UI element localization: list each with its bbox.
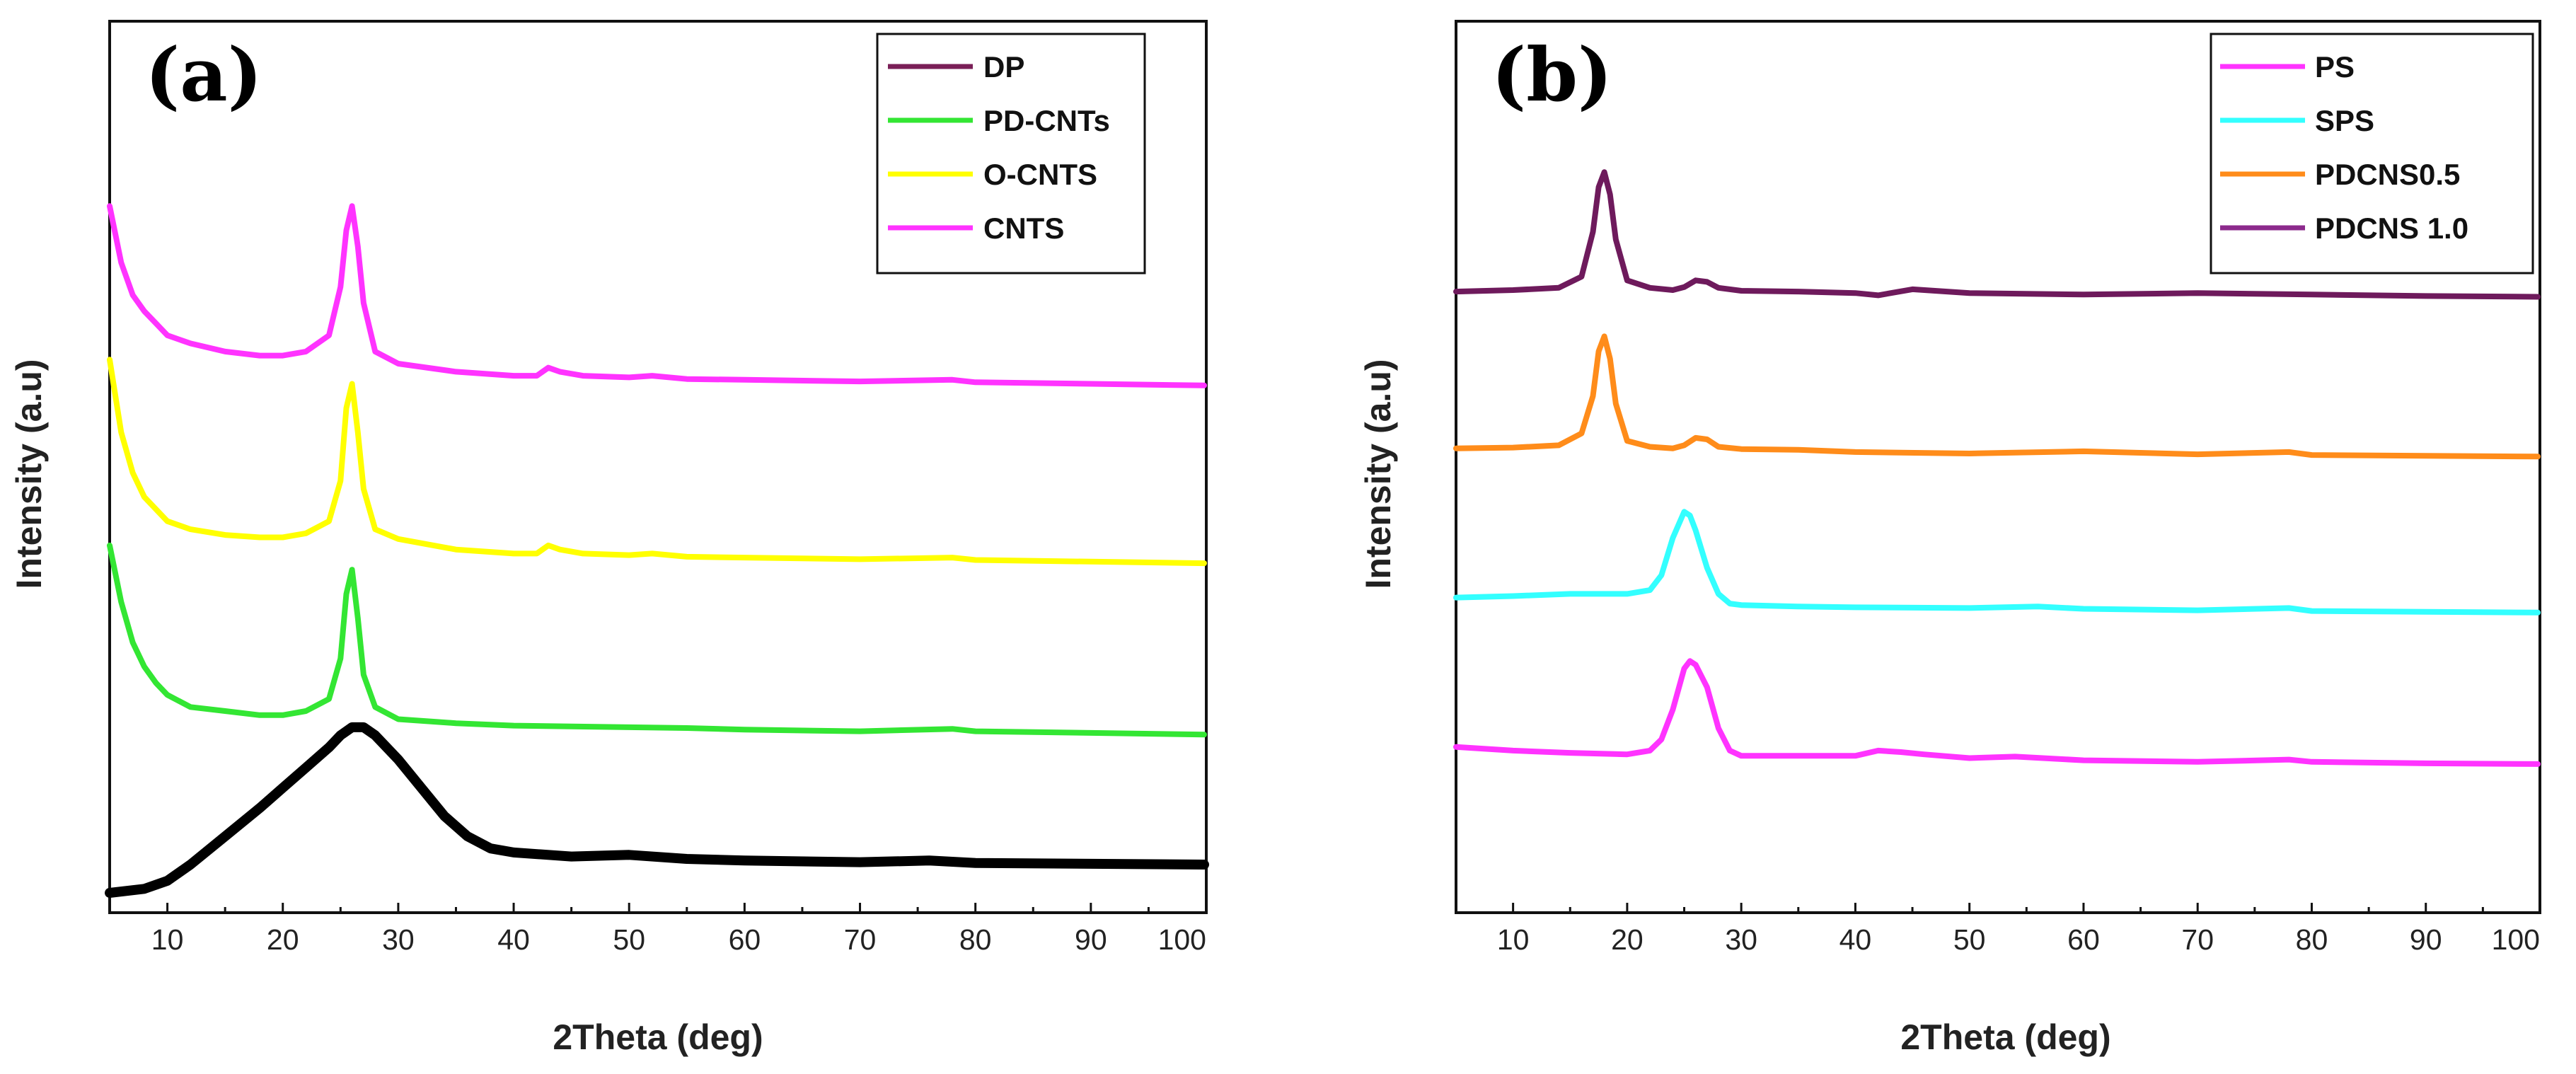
panel-b-legend-label-pdcns05: PDCNS0.5 — [2315, 158, 2460, 191]
panel-a-x-tick-label-30: 30 — [382, 923, 415, 956]
panel-a-series-cnts — [107, 203, 1207, 388]
panel-a-legend-label-dp: DP — [983, 50, 1024, 83]
panel-a-y-axis-title: Intensity (a.u) — [9, 359, 49, 589]
panel-b-chart: (b) 10 20 30 40 50 60 70 80 90 100 2Theta (deg) I… — [1358, 20, 2541, 1057]
panel-a-x-axis-title: 2Theta (deg) — [553, 1017, 763, 1057]
panel-a-chart: (a) 10 20 30 40 50 60 70 80 90 100 2Theta (deg) I… — [9, 20, 1209, 1057]
panel-a-legend-box — [876, 33, 1146, 275]
panel-a-x-tick-label-40: 40 — [497, 923, 530, 956]
panel-b-series-pdcns-1-0 — [1453, 169, 2541, 300]
panel-a-series-dp — [105, 722, 1209, 898]
panel-a-plot-frame — [108, 20, 1208, 914]
panel-a-series-pd-cnts — [107, 542, 1207, 738]
panel-a-x-tick-label-10: 10 — [151, 923, 184, 956]
panel-a-label: (a) — [145, 31, 262, 118]
panel-b-label: (b) — [1491, 31, 1612, 118]
panel-b-plot-frame — [1455, 20, 2541, 914]
panel-b-x-tick-label-10: 10 — [1497, 923, 1530, 956]
panel-b-x-tick-label-60: 60 — [2067, 923, 2100, 956]
panel-a-x-tick-label-50: 50 — [613, 923, 645, 956]
panel-b-series — [1453, 169, 2541, 767]
panel-a-x-tick-label-20: 20 — [267, 923, 299, 956]
panel-b-x-tick-label-30: 30 — [1725, 923, 1757, 956]
panel-a-x-ticks — [108, 903, 1208, 913]
panel-a-x-tick-label-60: 60 — [729, 923, 761, 956]
panel-b-legend-label-sps: SPS — [2315, 104, 2374, 137]
panel-b-x-tick-label-50: 50 — [1953, 923, 1986, 956]
panel-a-legend-label-cnts: CNTS — [983, 212, 1064, 245]
panel-a-x-tick-label-70: 70 — [844, 923, 877, 956]
panel-a-x-tick-label-100: 100 — [1158, 923, 1206, 956]
panel-a-series-o-cnts — [107, 357, 1207, 567]
panel-b-legend-box — [2210, 33, 2534, 275]
panel-b-series-sps — [1453, 509, 2541, 616]
panel-a-x-tick-label-80: 80 — [959, 923, 992, 956]
panel-a-legend-label-pd-cnts: PD-CNTs — [983, 104, 1110, 137]
panel-b-x-tick-label-40: 40 — [1839, 923, 1872, 956]
panel-a-legend: DP PD-CNTs O-CNTS CNTS — [876, 33, 1146, 275]
panel-b-x-tick-label-90: 90 — [2410, 923, 2442, 956]
panel-b-x-tick-label-80: 80 — [2296, 923, 2328, 956]
panel-b-series-pdcns0-5 — [1453, 333, 2541, 460]
panel-a-x-tick-label-90: 90 — [1075, 923, 1107, 956]
panel-b-legend: PS SPS PDCNS0.5 PDCNS 1.0 — [2210, 33, 2534, 275]
panel-b-x-tick-label-20: 20 — [1611, 923, 1644, 956]
panel-a-series — [105, 203, 1209, 898]
panel-b-x-tick-label-70: 70 — [2181, 923, 2214, 956]
panel-b-x-axis-title: 2Theta (deg) — [1900, 1017, 2110, 1057]
panel-b-y-axis-title: Intensity (a.u) — [1358, 359, 1398, 589]
panel-a-legend-label-o-cnts: O-CNTS — [983, 158, 1097, 191]
panel-b-legend-label-ps: PS — [2315, 50, 2355, 83]
panel-b-x-tick-labels: 10 20 30 40 50 60 70 80 90 100 — [1497, 923, 2540, 956]
panel-b-x-ticks — [1455, 903, 2541, 913]
panel-a-x-tick-labels: 10 20 30 40 50 60 70 80 90 100 — [151, 923, 1206, 956]
panel-b-x-tick-label-100: 100 — [2492, 923, 2540, 956]
panel-b-series-ps — [1453, 658, 2541, 767]
panel-b-legend-label-pdcns10: PDCNS 1.0 — [2315, 212, 2468, 245]
